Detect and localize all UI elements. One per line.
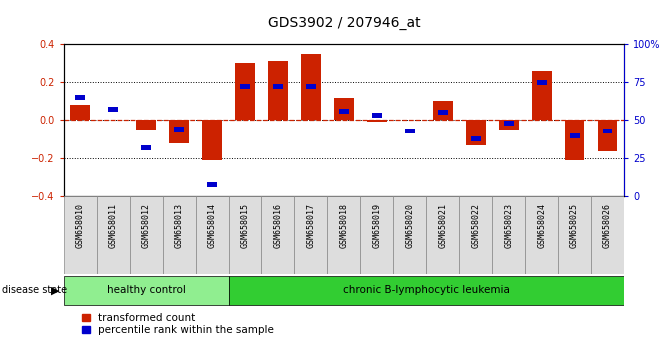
Bar: [531, 71, 552, 120]
Text: ▶: ▶: [50, 285, 59, 295]
FancyBboxPatch shape: [295, 196, 327, 274]
Bar: [240, 85, 250, 89]
Bar: [372, 113, 382, 118]
Bar: [334, 98, 354, 120]
Bar: [75, 95, 85, 100]
Text: GSM658011: GSM658011: [109, 203, 117, 248]
Bar: [169, 120, 189, 143]
Legend: transformed count, percentile rank within the sample: transformed count, percentile rank withi…: [83, 313, 274, 335]
FancyBboxPatch shape: [591, 196, 624, 274]
Text: GSM658020: GSM658020: [405, 203, 414, 248]
Bar: [108, 107, 118, 112]
Bar: [339, 109, 349, 114]
Bar: [273, 85, 283, 89]
Text: GSM658024: GSM658024: [537, 203, 546, 248]
FancyBboxPatch shape: [97, 196, 130, 274]
Bar: [499, 120, 519, 130]
Bar: [603, 129, 613, 133]
Text: GSM658017: GSM658017: [307, 203, 315, 248]
Bar: [235, 63, 255, 120]
FancyBboxPatch shape: [525, 196, 558, 274]
Bar: [565, 120, 584, 160]
Text: GSM658019: GSM658019: [372, 203, 381, 248]
Text: GSM658014: GSM658014: [207, 203, 217, 248]
Text: GSM658012: GSM658012: [142, 203, 151, 248]
Bar: [504, 121, 513, 126]
Bar: [174, 127, 184, 132]
FancyBboxPatch shape: [195, 196, 229, 274]
Bar: [570, 133, 580, 138]
Bar: [466, 120, 486, 145]
FancyBboxPatch shape: [229, 276, 624, 304]
Bar: [433, 101, 453, 120]
Text: chronic B-lymphocytic leukemia: chronic B-lymphocytic leukemia: [343, 285, 510, 295]
Text: GSM658018: GSM658018: [340, 203, 348, 248]
FancyBboxPatch shape: [229, 196, 262, 274]
FancyBboxPatch shape: [64, 276, 229, 304]
Bar: [268, 61, 288, 120]
Text: GDS3902 / 207946_at: GDS3902 / 207946_at: [268, 16, 420, 30]
FancyBboxPatch shape: [426, 196, 459, 274]
FancyBboxPatch shape: [493, 196, 525, 274]
Bar: [537, 80, 547, 85]
Bar: [301, 54, 321, 120]
Bar: [207, 182, 217, 187]
FancyBboxPatch shape: [558, 196, 591, 274]
Text: GSM658015: GSM658015: [240, 203, 250, 248]
Text: GSM658026: GSM658026: [603, 203, 612, 248]
FancyBboxPatch shape: [327, 196, 360, 274]
Bar: [136, 120, 156, 130]
Bar: [70, 105, 90, 120]
Text: GSM658025: GSM658025: [570, 203, 579, 248]
FancyBboxPatch shape: [393, 196, 426, 274]
Text: GSM658022: GSM658022: [471, 203, 480, 248]
Bar: [306, 85, 316, 89]
Text: GSM658016: GSM658016: [274, 203, 282, 248]
Bar: [471, 136, 480, 141]
Bar: [437, 110, 448, 115]
FancyBboxPatch shape: [162, 196, 195, 274]
Text: disease state: disease state: [2, 285, 67, 295]
Bar: [367, 120, 386, 122]
FancyBboxPatch shape: [130, 196, 162, 274]
FancyBboxPatch shape: [262, 196, 295, 274]
Bar: [598, 120, 617, 151]
Text: GSM658023: GSM658023: [504, 203, 513, 248]
Bar: [405, 129, 415, 133]
Text: healthy control: healthy control: [107, 285, 186, 295]
Text: GSM658010: GSM658010: [76, 203, 85, 248]
Bar: [202, 120, 222, 160]
FancyBboxPatch shape: [459, 196, 493, 274]
FancyBboxPatch shape: [360, 196, 393, 274]
Bar: [141, 145, 151, 150]
FancyBboxPatch shape: [64, 196, 97, 274]
Text: GSM658013: GSM658013: [174, 203, 184, 248]
Text: GSM658021: GSM658021: [438, 203, 448, 248]
